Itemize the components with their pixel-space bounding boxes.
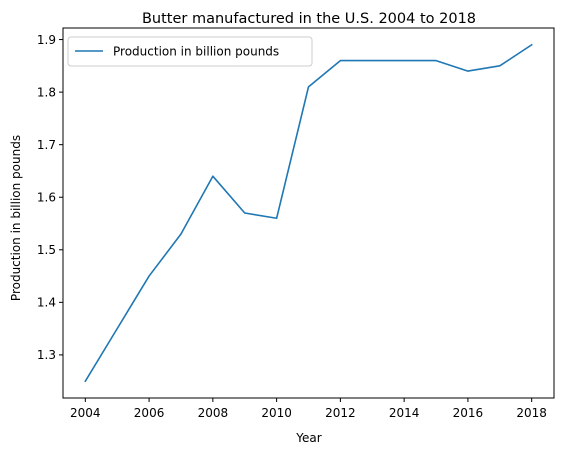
x-axis: 2004 2006 2008 2010 2012 2014 2016 2018: [70, 398, 547, 420]
x-tick-label: 2012: [325, 406, 356, 420]
plot-area: [84, 43, 533, 383]
legend-label: Production in billion pounds: [113, 45, 279, 59]
y-axis-label: Production in billion pounds: [9, 135, 23, 301]
x-tick-label: 2004: [70, 406, 101, 420]
x-tick-label: 2018: [516, 406, 547, 420]
x-tick-label: 2010: [261, 406, 292, 420]
y-tick-label: 1.8: [37, 85, 56, 99]
x-tick-label: 2006: [134, 406, 165, 420]
y-tick-label: 1.4: [37, 296, 56, 310]
legend-box: [67, 36, 313, 67]
x-tick-label: 2008: [198, 406, 229, 420]
series-line-0: [84, 43, 533, 383]
x-axis-label: Year: [295, 431, 321, 445]
x-tick-label: 2016: [453, 406, 484, 420]
y-tick-label: 1.5: [37, 243, 56, 257]
chart-title: Butter manufactured in the U.S. 2004 to …: [142, 11, 476, 27]
plot-frame: [62, 27, 555, 399]
y-tick-label: 1.3: [37, 348, 56, 362]
y-tick-label: 1.9: [37, 33, 56, 47]
y-tick-label: 1.6: [37, 191, 56, 205]
x-tick-label: 2014: [389, 406, 420, 420]
legend: Production in billion pounds: [67, 36, 313, 67]
y-tick-label: 1.7: [37, 138, 56, 152]
y-axis: 1.3 1.4 1.5 1.6 1.7 1.8 1.9: [37, 33, 63, 362]
